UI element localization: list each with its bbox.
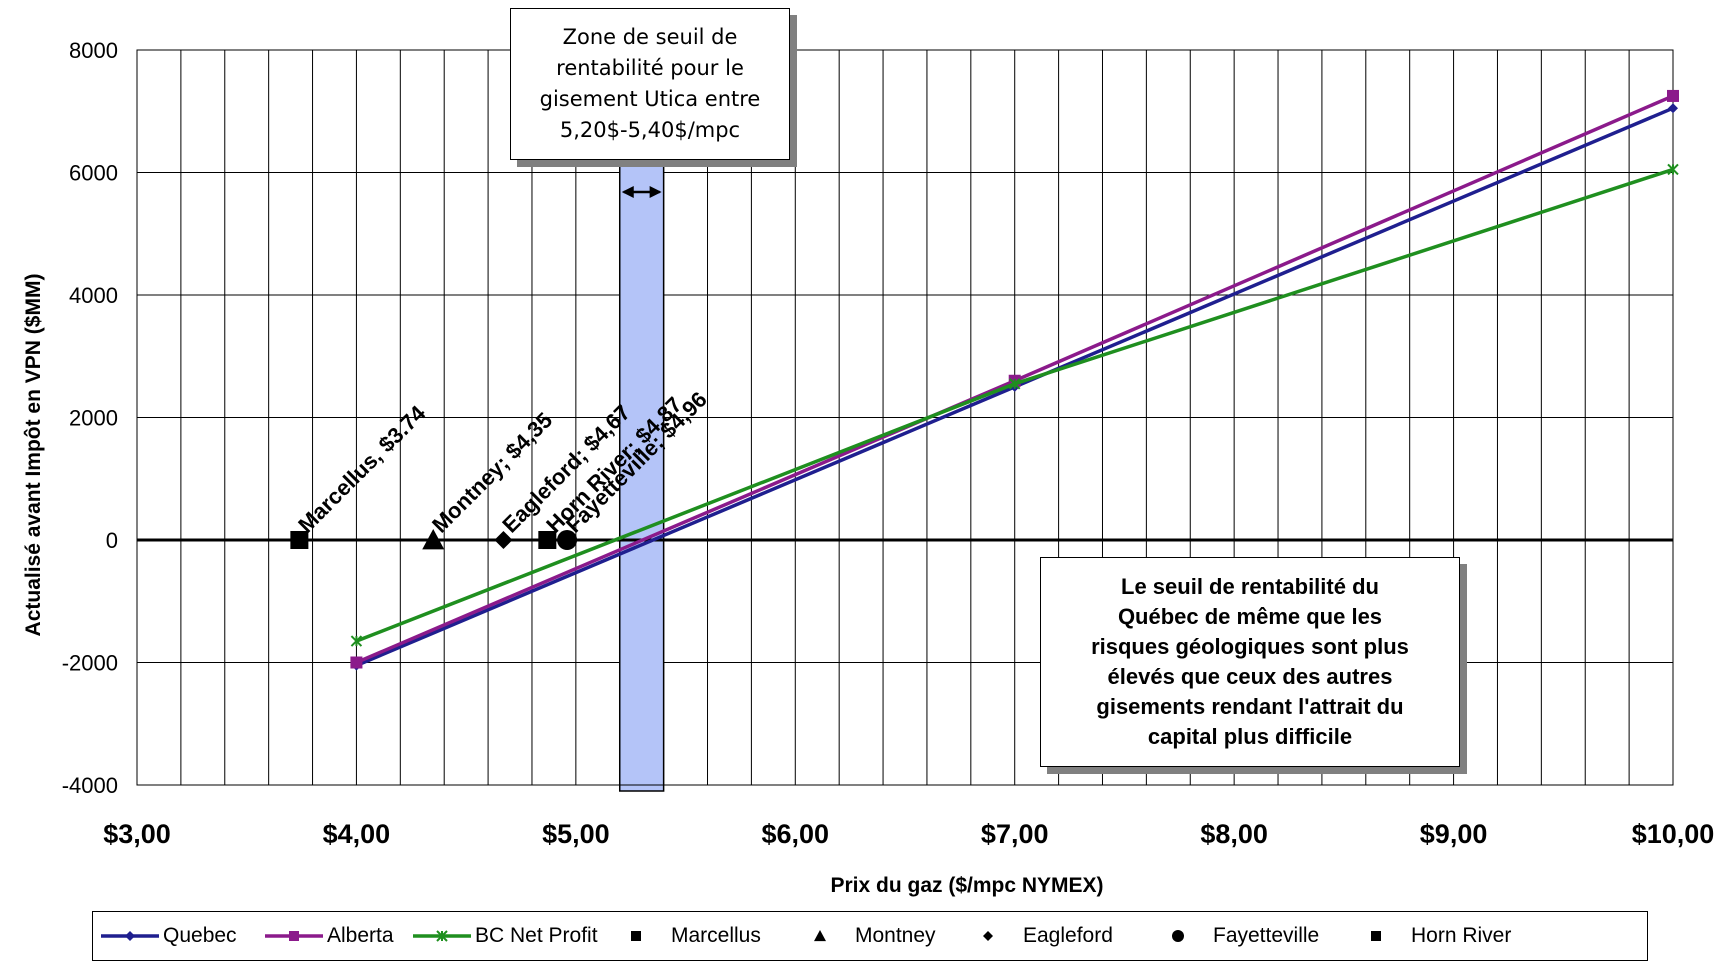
arrow-head-right: [649, 186, 662, 198]
series-point-bc-net-profit: [1009, 378, 1021, 390]
legend-label-fayetteville: Fayetteville: [1213, 924, 1320, 947]
legend-swatch-horn-river: [1361, 928, 1391, 944]
x-tick-label: $9,00: [1420, 819, 1488, 849]
point-label-montney: Montney; $4,35: [427, 407, 557, 537]
legend-swatch-alberta: [263, 928, 325, 944]
legend-item-montney: Montney: [805, 912, 936, 960]
point-fayetteville: [557, 530, 578, 550]
series-point-quebec: [1668, 103, 1678, 114]
legend-item-horn-river: Horn River: [1361, 912, 1511, 960]
point-horn-river: [538, 531, 557, 549]
y-axis-title: Actualisé avant Impôt en VPN ($MM): [22, 274, 45, 637]
legend-item-quebec: Quebec: [99, 912, 237, 960]
legend-item-marcellus: Marcellus: [621, 912, 761, 960]
series-point-alberta: [350, 656, 363, 669]
x-tick-label: $3,00: [103, 819, 171, 849]
point-eagleford: [494, 531, 513, 549]
series-point-bc-net-profit: [1667, 163, 1679, 176]
point-label-marcellus: Marcellus, $3.74: [293, 400, 431, 538]
legend-swatch-eagleford: [973, 928, 1003, 944]
y-tick-label: 0: [106, 528, 118, 553]
legend-item-fayetteville: Fayetteville: [1163, 912, 1319, 960]
plot-border: [136, 49, 1674, 786]
x-tick-label: $8,00: [1200, 819, 1268, 849]
legend-swatch-bc-net-profit: [411, 928, 473, 944]
legend-swatch-marcellus: [621, 928, 651, 944]
legend-label-horn-river: Horn River: [1411, 924, 1512, 947]
y-tick-label: -4000: [62, 773, 118, 798]
legend-item-eagleford: Eagleford: [973, 912, 1113, 960]
legend-label-quebec: Quebec: [163, 924, 237, 947]
y-tick-label: 2000: [69, 406, 118, 431]
legend-swatch-montney: [805, 928, 835, 944]
x-axis-title: Prix du gaz ($/mpc NYMEX): [830, 874, 1103, 897]
legend-label-marcellus: Marcellus: [671, 924, 761, 947]
x-tick-labels: $3,00 $4,00 $5,00 $6,00 $7,00 $8,00 $9,00 $10,0…: [103, 819, 1714, 849]
x-tick-label: $5,00: [542, 819, 610, 849]
point-marcellus: [290, 531, 309, 549]
y-tick-labels: -4000 -2000 0 2000 4000 6000 8000: [62, 38, 118, 798]
legend-label-alberta: Alberta: [327, 924, 394, 947]
series-layer: [350, 89, 1679, 671]
y-tick-label: 8000: [69, 38, 118, 63]
legend: Quebec Alberta BC Net Profit Marcellus Montn…: [92, 911, 1648, 961]
legend-label-bc-net-profit: BC Net Profit: [475, 924, 598, 947]
x-tick-label: $10,00: [1632, 819, 1715, 849]
utica-breakeven-band: [618, 159, 665, 792]
legend-label-eagleford: Eagleford: [1023, 924, 1113, 947]
arrow-head-left: [621, 186, 634, 198]
band-width-arrow: [621, 186, 662, 198]
x-tick-label: $6,00: [761, 819, 829, 849]
utica-zone-annotation: Zone de seuil de rentabilité pour le gis…: [510, 8, 790, 160]
point-montney: [422, 529, 445, 550]
y-tick-label: 6000: [69, 161, 118, 186]
legend-item-bc-net-profit: BC Net Profit: [411, 912, 598, 960]
legend-item-alberta: Alberta: [263, 912, 394, 960]
legend-swatch-quebec: [99, 928, 161, 944]
quebec-threshold-annotation: Le seuil de rentabilité du Québec de mêm…: [1040, 557, 1460, 767]
series-point-alberta: [1667, 89, 1679, 102]
legend-label-montney: Montney: [855, 924, 936, 947]
y-tick-label: -2000: [62, 651, 118, 676]
x-tick-label: $4,00: [323, 819, 391, 849]
series-point-bc-net-profit: [350, 635, 363, 647]
legend-swatch-fayetteville: [1163, 928, 1193, 944]
x-tick-label: $7,00: [981, 819, 1049, 849]
y-tick-label: 4000: [69, 283, 118, 308]
